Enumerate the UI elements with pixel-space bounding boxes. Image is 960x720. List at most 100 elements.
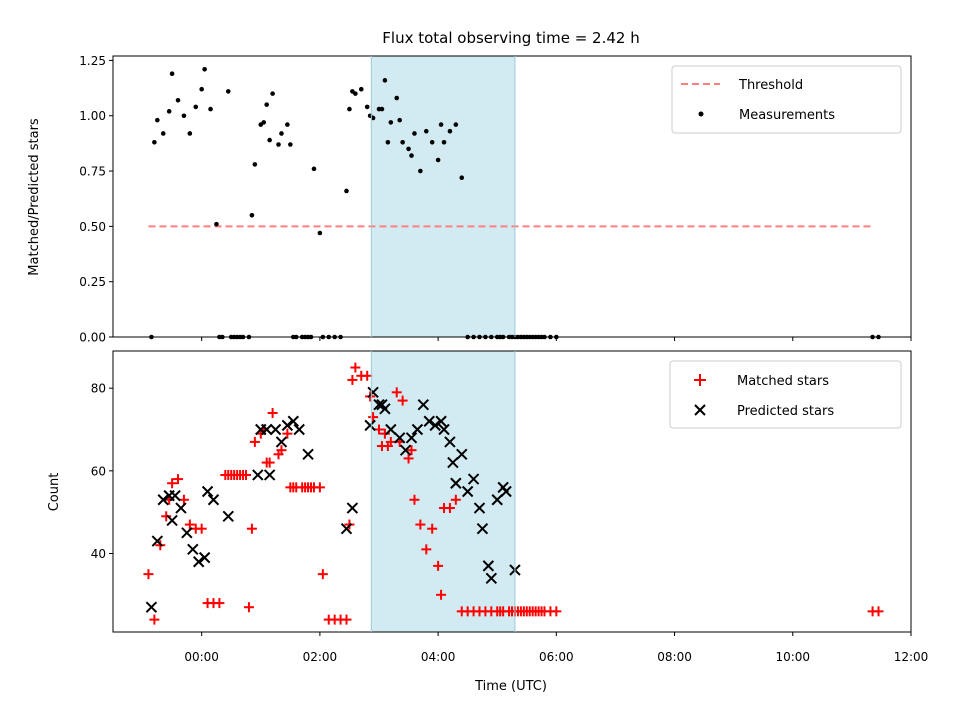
measurement-point [264,102,269,107]
measurement-point [353,91,358,96]
matched-star-point [264,457,275,468]
bottom-predicted-layer [145,386,521,613]
matched-star-point [149,614,160,625]
measurement-point [358,86,364,92]
predicted-star-point [444,436,456,448]
measurement-point [382,78,388,83]
measurement-point [160,131,166,136]
x-tick-label: 10:00 [775,650,810,664]
matched-star-point [362,370,373,381]
measurement-point [175,97,181,103]
matched-star-point [415,519,426,530]
predicted-star-point [435,415,447,427]
measurement-point [394,95,400,101]
measurement-point [429,139,435,145]
top-x-ticks [201,337,912,341]
predicted-star-point [187,543,199,556]
predicted-star-point [207,494,220,506]
legend-matched-label: Matched stars [737,374,829,389]
matched-star-point [173,474,184,485]
measurement-point [406,146,411,152]
predicted-star-point [385,423,397,436]
predicted-star-point [302,448,314,461]
measurement-point [364,104,370,110]
matched-star-point [143,569,154,580]
measurement-point [181,113,187,119]
top-plot-frame [112,55,912,338]
measurement-point [155,117,160,123]
matched-star-point [409,494,420,505]
predicted-star-point [423,415,435,427]
matched-star-point [379,428,390,439]
predicted-star-point [417,399,430,411]
bottom-x-ticks: 00:00 02:00 04:00 06:00 08:00 10:00 12:00 [184,632,928,664]
measurement-point [169,71,175,77]
predicted-star-point [151,535,164,547]
predicted-star-point [373,399,385,411]
predicted-star-point [293,423,305,436]
predicted-star-point [429,419,441,432]
predicted-star-point [201,485,214,498]
measurement-point [453,122,459,127]
predicted-star-point [166,514,178,527]
measurement-point [412,131,417,136]
predicted-star-point [157,494,169,506]
matched-star-point [341,614,352,625]
predicted-star-point [340,522,353,535]
predicted-star-point [364,419,376,432]
matched-star-point [368,412,379,423]
predicted-star-point [456,448,468,461]
predicted-star-point [222,510,234,523]
predicted-star-point [482,560,495,572]
measurement-point [409,153,414,158]
measurement-point [370,115,376,121]
measurement-point [166,109,172,114]
measurement-point [276,142,281,147]
measurement-point [267,137,272,143]
y-tick-label: 0.00 [79,331,106,345]
predicted-star-point [473,502,486,514]
predicted-star-point [193,556,205,568]
legend-predicted-swatch [694,404,706,416]
bottom-shaded-span [371,351,515,632]
matched-star-point [241,469,251,480]
x-tick-label: 04:00 [421,650,456,664]
legend-measurements-label: Measurements [739,108,835,123]
measurement-point [438,122,444,127]
measurement-point [317,230,323,236]
matched-star-point [397,395,408,406]
matched-star-point [282,428,293,439]
measurement-point [249,213,255,218]
bottom-plot-frame [112,350,912,633]
predicted-star-point [461,485,474,498]
y-tick-label: 1.00 [79,109,106,123]
matched-star-point [243,602,254,613]
measurement-point [459,175,465,180]
measurement-point [388,120,394,125]
measurement-point [400,139,405,145]
predicted-star-point [447,456,459,469]
predicted-star-point [263,469,276,481]
bottom-legend-box [669,360,902,429]
matched-star-point [444,503,455,514]
top-shaded-span [371,56,515,337]
x-tick-label: 02:00 [303,650,338,664]
matched-star-point [276,445,287,456]
bottom-legend: Matched stars Predicted stars [669,360,902,429]
predicted-star-point [346,502,359,514]
measurement-point [379,106,385,112]
measurement-point [288,142,293,147]
measurement-point [261,120,267,125]
y-tick-label: 1.25 [79,54,106,68]
matched-star-point [421,544,432,555]
y-tick-label: 0.75 [79,165,106,179]
measurement-point [214,221,219,227]
matched-star-point [267,407,278,418]
measurement-point [187,131,193,136]
matched-star-point [184,519,195,530]
predicted-star-point [367,386,379,399]
predicted-star-point [275,436,288,448]
measurement-point [311,166,317,172]
matched-star-point [249,436,260,447]
